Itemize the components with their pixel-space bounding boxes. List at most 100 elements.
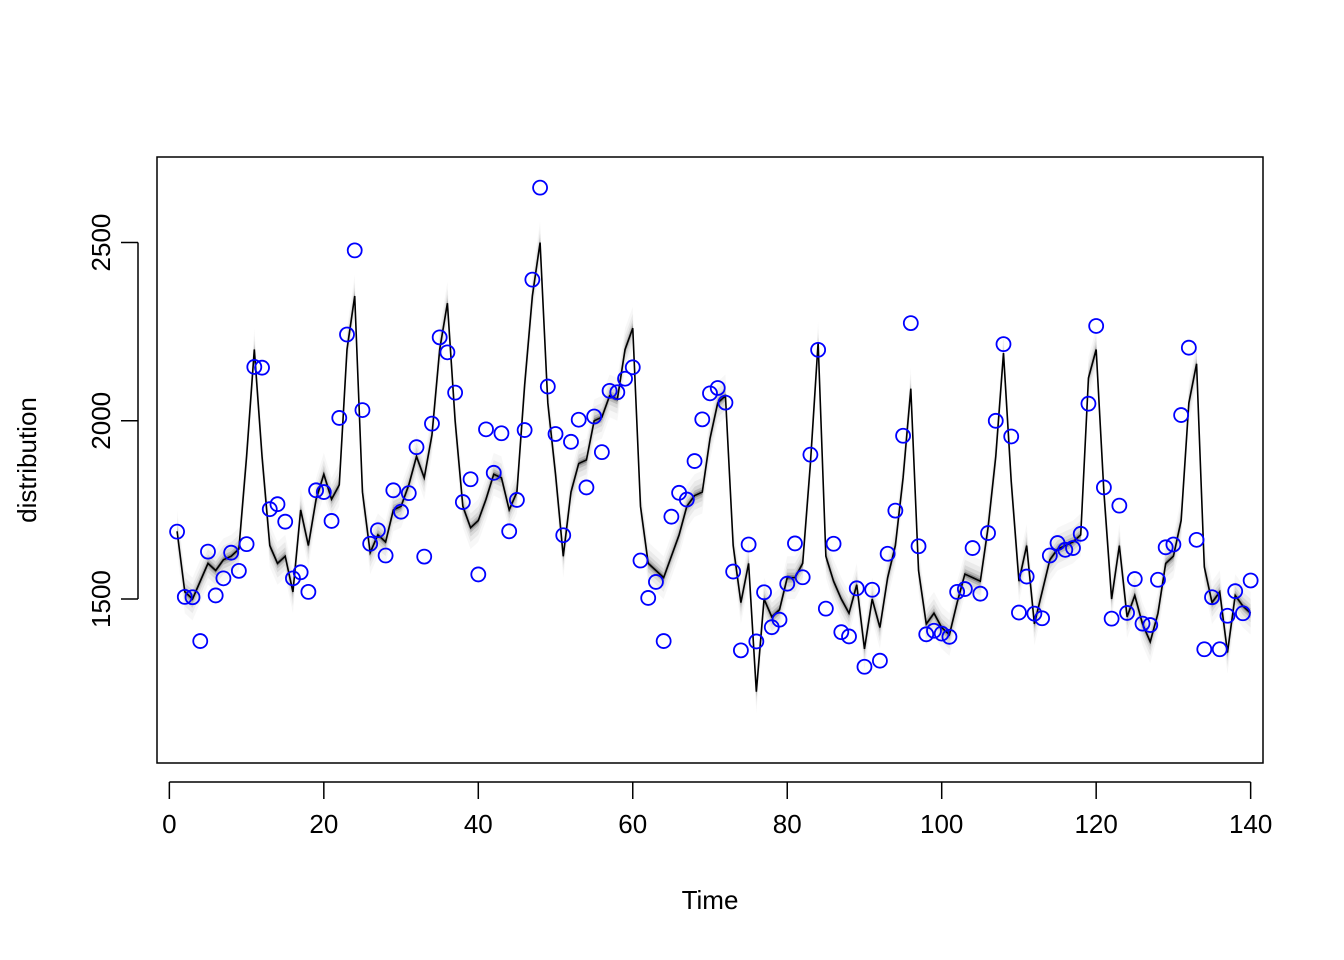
data-point — [1088, 318, 1105, 334]
x-tick-label: 100 — [920, 809, 963, 839]
data-point — [315, 484, 332, 500]
data-point — [655, 633, 672, 649]
uncertainty-band — [177, 221, 1251, 713]
data-point — [277, 513, 294, 530]
data-point — [1180, 339, 1197, 356]
data-point — [717, 394, 734, 411]
data-point — [516, 422, 533, 438]
y-axis-title: distribution — [12, 397, 42, 523]
data-point — [493, 425, 510, 442]
data-point — [192, 633, 209, 649]
data-point — [269, 496, 286, 513]
data-point — [478, 421, 494, 438]
data-point — [1018, 568, 1035, 585]
data-point — [987, 412, 1004, 429]
data-point — [841, 628, 857, 645]
data-point — [609, 384, 626, 401]
x-tick-label: 40 — [464, 809, 493, 839]
data-point — [956, 581, 973, 597]
data-point — [725, 563, 742, 580]
data-point — [501, 523, 518, 540]
data-point — [339, 326, 355, 343]
data-point — [223, 544, 240, 561]
data-point — [1119, 605, 1135, 621]
x-axis: 0 20 40 60 80 100 120 140 — [162, 781, 1272, 839]
data-point — [377, 547, 394, 564]
x-tick-label: 80 — [773, 809, 802, 839]
y-tick-label: 1500 — [86, 570, 116, 628]
data-point — [393, 503, 409, 520]
data-point — [648, 574, 664, 590]
data-point — [169, 523, 185, 540]
data-point — [1173, 407, 1190, 423]
data-point — [408, 439, 425, 456]
data-point — [1134, 615, 1151, 632]
data-point — [1142, 617, 1159, 633]
data-point — [902, 315, 919, 332]
band-layer-0 — [177, 221, 1251, 713]
data-point — [810, 341, 827, 358]
data-point — [524, 271, 541, 288]
series-line — [176, 242, 1252, 692]
data-point — [578, 479, 595, 496]
data-point — [1126, 571, 1143, 587]
data-point — [470, 566, 487, 583]
data-point — [485, 464, 502, 481]
data-point — [1211, 641, 1228, 658]
data-point — [539, 378, 556, 395]
data-point — [887, 502, 904, 519]
x-tick-label: 60 — [618, 809, 647, 839]
data-point — [694, 411, 711, 428]
y-tick-label: 2000 — [86, 392, 116, 450]
data-point — [462, 471, 479, 488]
data-point — [238, 536, 255, 553]
data-point — [779, 575, 796, 592]
data-point — [1188, 531, 1205, 548]
data-point — [1111, 497, 1128, 514]
data-point — [563, 433, 579, 450]
data-point — [331, 410, 348, 426]
data-point — [292, 564, 309, 581]
data-point — [748, 633, 765, 650]
data-point — [949, 583, 966, 600]
x-tick-label: 20 — [309, 809, 338, 839]
data-point — [184, 589, 201, 606]
data-point — [756, 584, 772, 601]
data-point — [848, 580, 865, 597]
data-point — [794, 569, 811, 586]
data-point — [1057, 541, 1074, 558]
data-point — [1026, 605, 1043, 622]
data-point — [879, 545, 896, 562]
data-point — [300, 583, 317, 600]
data-point — [732, 642, 749, 659]
data-point — [856, 658, 873, 675]
data-point — [833, 624, 850, 641]
data-point — [246, 359, 263, 375]
data-point — [941, 628, 958, 645]
data-point — [176, 588, 193, 605]
data-point — [593, 444, 610, 461]
data-point — [200, 543, 216, 560]
data-point — [864, 581, 881, 598]
data-point — [454, 494, 471, 510]
data-point — [555, 527, 572, 544]
data-point — [617, 370, 633, 387]
data-point — [547, 426, 564, 442]
data-point — [1065, 540, 1081, 556]
data-point — [323, 513, 340, 529]
data-point — [640, 590, 657, 606]
plot-frame — [156, 156, 1264, 764]
data-point — [424, 415, 440, 432]
data-point — [1204, 589, 1220, 606]
data-point — [1103, 610, 1120, 627]
data-point — [995, 336, 1012, 353]
data-point — [686, 453, 703, 469]
observation-points — [169, 179, 1259, 675]
median-line — [176, 242, 1252, 692]
data-point — [895, 427, 911, 444]
data-point — [709, 380, 726, 396]
data-point — [1150, 571, 1166, 588]
data-point — [207, 587, 224, 604]
data-point — [624, 359, 641, 376]
data-point — [872, 652, 888, 669]
